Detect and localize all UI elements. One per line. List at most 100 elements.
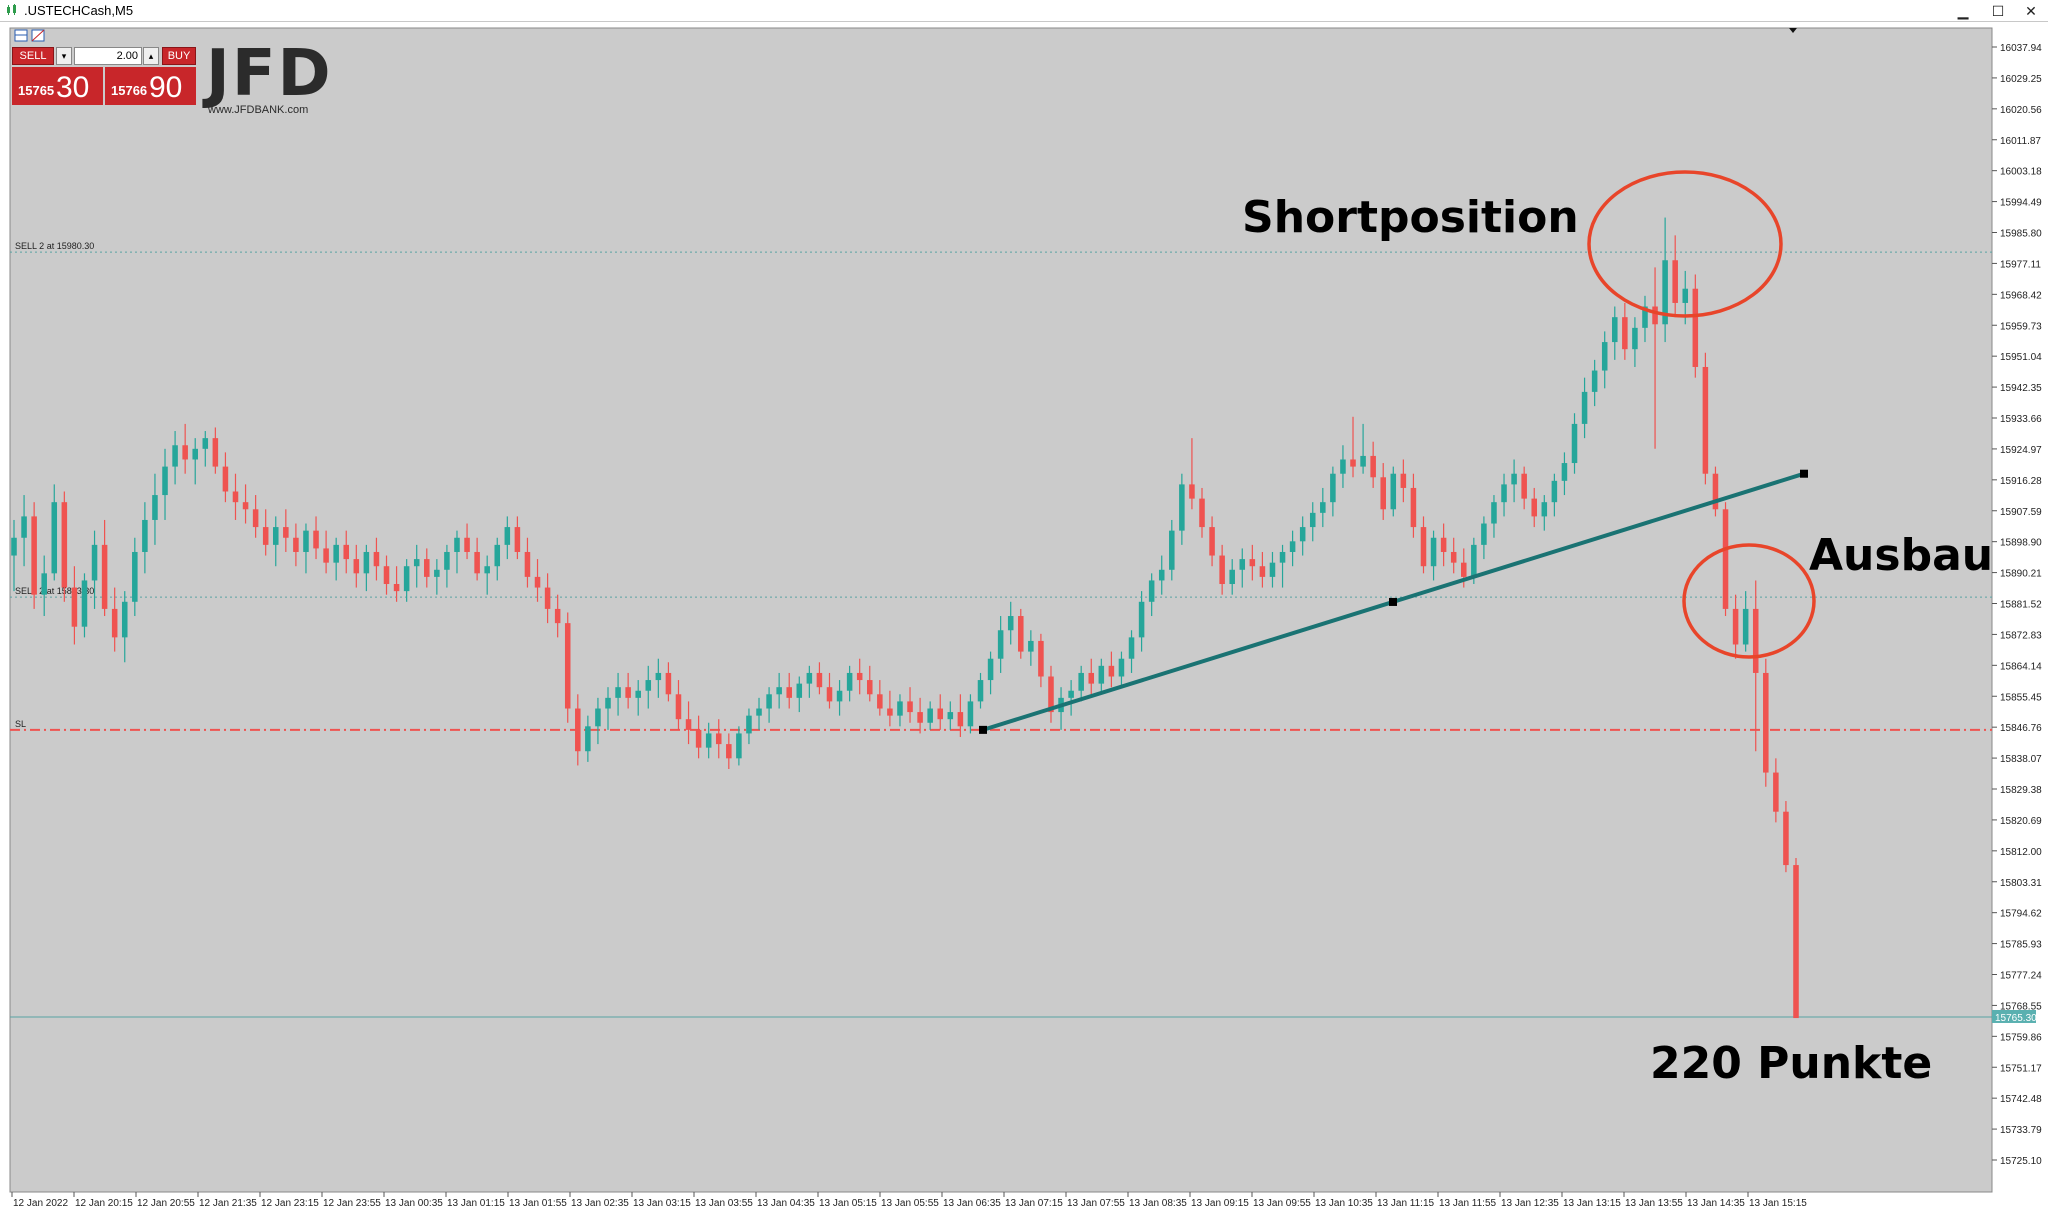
candle bbox=[1028, 630, 1034, 666]
candle bbox=[705, 722, 712, 759]
candle bbox=[1189, 438, 1195, 510]
candle bbox=[1521, 466, 1527, 510]
candle-body bbox=[1289, 541, 1296, 552]
candle-body bbox=[1179, 484, 1185, 531]
x-tick-label: 13 Jan 13:15 bbox=[1563, 1198, 1621, 1209]
candle bbox=[957, 694, 964, 737]
candle-body bbox=[736, 733, 742, 759]
candle bbox=[1410, 473, 1417, 538]
candle-body bbox=[1038, 640, 1044, 677]
y-tick-label: 15742.48 bbox=[2000, 1094, 2042, 1105]
candle bbox=[1591, 359, 1598, 407]
candle-body bbox=[967, 701, 974, 727]
candle bbox=[293, 523, 299, 567]
candle-body bbox=[1622, 317, 1628, 350]
candle-body bbox=[111, 608, 118, 638]
ausbau-circle bbox=[1682, 543, 1816, 659]
candle-body bbox=[474, 551, 480, 574]
y-tick-label: 15768.55 bbox=[2000, 1001, 2042, 1012]
candle bbox=[1350, 416, 1356, 478]
candle bbox=[977, 672, 984, 709]
candle-body bbox=[1783, 811, 1789, 866]
candle-body bbox=[343, 544, 350, 560]
y-tick-label: 15933.66 bbox=[2000, 414, 2042, 425]
candle bbox=[1007, 601, 1014, 645]
candle bbox=[1128, 630, 1135, 673]
candle-body bbox=[987, 658, 994, 681]
x-tick-label: 13 Jan 07:55 bbox=[1067, 1198, 1125, 1209]
y-tick-label: 15777.24 bbox=[2000, 971, 2042, 982]
candle bbox=[1783, 801, 1789, 873]
candle-body bbox=[192, 448, 198, 460]
candle-body bbox=[1763, 672, 1769, 773]
candle-body bbox=[615, 687, 621, 698]
candle-body bbox=[1209, 527, 1215, 556]
candle bbox=[81, 573, 88, 638]
buy-price-pips: 90 bbox=[149, 71, 183, 104]
candle-body bbox=[1259, 566, 1266, 577]
candle-body bbox=[1511, 473, 1517, 485]
y-tick-label: 16020.56 bbox=[2000, 105, 2042, 116]
candle-body bbox=[776, 687, 782, 695]
candle bbox=[313, 516, 319, 560]
sell-price[interactable]: 15765 30 bbox=[12, 67, 103, 105]
x-tick-label: 12 Jan 2022 bbox=[13, 1198, 68, 1209]
y-tick-label: 15803.31 bbox=[2000, 878, 2042, 889]
panel-toggle-icons[interactable] bbox=[14, 29, 54, 48]
candle-body bbox=[695, 729, 702, 748]
maximize-button[interactable]: ☐ bbox=[1991, 3, 2005, 19]
annotation-220-punkte: 220 Punkte bbox=[1650, 1038, 1933, 1089]
candle bbox=[71, 566, 78, 645]
candle bbox=[836, 680, 843, 716]
x-tick-label: 13 Jan 00:35 bbox=[385, 1198, 443, 1209]
candle-body bbox=[1632, 327, 1638, 350]
candle bbox=[1450, 537, 1457, 574]
candle bbox=[695, 715, 702, 759]
candle bbox=[1390, 466, 1397, 517]
candle-body bbox=[1501, 484, 1507, 503]
chart-area[interactable]: SELL 2 at 15980.30 SELL 2 at 15883.30 SL 1… bbox=[0, 22, 2048, 1212]
sell-button[interactable]: SELL bbox=[12, 47, 54, 65]
candle bbox=[1118, 651, 1125, 688]
candle-body bbox=[11, 537, 17, 556]
y-tick-label: 15951.04 bbox=[2000, 352, 2042, 363]
candle bbox=[595, 697, 601, 745]
candle bbox=[605, 687, 611, 730]
y-tick-label: 15959.73 bbox=[2000, 321, 2042, 332]
candle bbox=[494, 537, 501, 581]
candle bbox=[1662, 217, 1668, 343]
shortposition-circle bbox=[1587, 170, 1783, 318]
candle bbox=[1289, 530, 1296, 567]
candle-body bbox=[1672, 260, 1678, 303]
candle bbox=[1088, 658, 1095, 695]
candle-body bbox=[1028, 640, 1034, 652]
y-tick-label: 15794.62 bbox=[2000, 909, 2042, 920]
candle-body bbox=[1078, 672, 1084, 691]
x-tick-label: 13 Jan 12:35 bbox=[1501, 1198, 1559, 1209]
y-tick-label: 15994.49 bbox=[2000, 198, 2042, 209]
trade-panel-icon[interactable] bbox=[14, 29, 54, 43]
y-tick-label: 15898.90 bbox=[2000, 538, 2042, 549]
candle-body bbox=[836, 690, 843, 702]
x-tick-label: 13 Jan 05:15 bbox=[819, 1198, 877, 1209]
close-button[interactable]: ✕ bbox=[2025, 3, 2037, 19]
candle bbox=[1561, 452, 1568, 496]
lot-increase-arrow-icon[interactable]: ▴ bbox=[143, 47, 159, 65]
buy-button[interactable]: BUY bbox=[162, 47, 196, 65]
candle bbox=[1018, 608, 1024, 659]
x-tick-label: 12 Jan 23:15 bbox=[261, 1198, 319, 1209]
current-price-tag-label: 15765.30 bbox=[1995, 1013, 2037, 1024]
lot-size-input[interactable]: 2.00 bbox=[74, 47, 142, 65]
candle-body bbox=[1330, 473, 1336, 503]
candle bbox=[907, 687, 913, 723]
buy-price[interactable]: 15766 90 bbox=[105, 67, 196, 105]
minimize-button[interactable]: ▁ bbox=[1957, 3, 1969, 19]
candle bbox=[1541, 495, 1548, 531]
candle bbox=[615, 672, 621, 716]
candle-body bbox=[1068, 690, 1074, 698]
candle bbox=[1138, 591, 1145, 652]
candlestick-chart[interactable]: SELL 2 at 15980.30 SELL 2 at 15883.30 SL 1… bbox=[0, 22, 2048, 1212]
y-tick-label: 15759.86 bbox=[2000, 1032, 2042, 1043]
candle-body bbox=[1158, 569, 1165, 581]
lot-decrease-arrow-icon[interactable]: ▾ bbox=[56, 47, 72, 65]
